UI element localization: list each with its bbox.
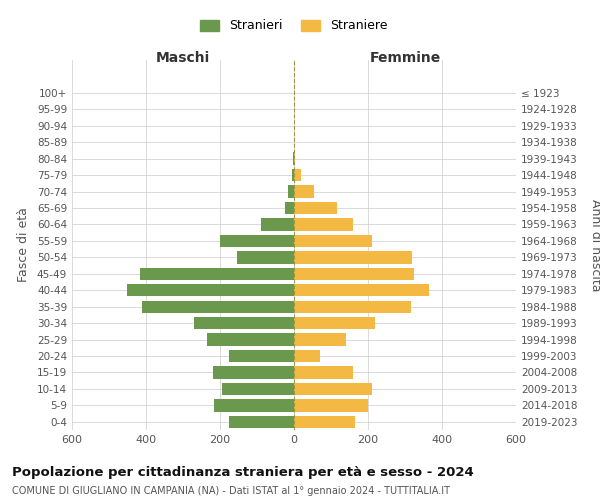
Bar <box>127 284 294 296</box>
Bar <box>207 334 294 345</box>
Bar <box>294 169 301 181</box>
Bar <box>260 218 294 230</box>
Text: COMUNE DI GIUGLIANO IN CAMPANIA (NA) - Dati ISTAT al 1° gennaio 2024 - TUTTITALI: COMUNE DI GIUGLIANO IN CAMPANIA (NA) - D… <box>12 486 450 496</box>
Bar <box>222 382 294 395</box>
Y-axis label: Fasce di età: Fasce di età <box>17 208 30 282</box>
Bar <box>214 399 294 411</box>
Bar <box>294 350 320 362</box>
Bar <box>294 300 410 313</box>
Bar <box>294 399 368 411</box>
Bar <box>236 251 294 264</box>
Bar <box>294 234 372 247</box>
Bar <box>212 366 294 378</box>
Bar <box>229 350 294 362</box>
Text: Maschi: Maschi <box>156 51 210 65</box>
Bar <box>294 251 412 264</box>
Bar <box>294 317 376 330</box>
Bar <box>220 234 294 247</box>
Bar <box>285 202 294 214</box>
Bar <box>293 152 294 165</box>
Bar <box>294 268 414 280</box>
Bar <box>294 366 353 378</box>
Legend: Stranieri, Straniere: Stranieri, Straniere <box>196 14 392 38</box>
Bar <box>294 416 355 428</box>
Bar <box>289 186 294 198</box>
Bar <box>294 202 337 214</box>
Bar <box>229 416 294 428</box>
Bar <box>294 186 314 198</box>
Bar <box>294 284 429 296</box>
Bar <box>142 300 294 313</box>
Bar <box>292 169 294 181</box>
Bar <box>294 334 346 345</box>
Y-axis label: Anni di nascita: Anni di nascita <box>589 198 600 291</box>
Bar <box>194 317 294 330</box>
Bar <box>294 382 372 395</box>
Bar <box>140 268 294 280</box>
Bar <box>294 218 353 230</box>
Text: Femmine: Femmine <box>370 51 440 65</box>
Bar <box>294 152 295 165</box>
Text: Popolazione per cittadinanza straniera per età e sesso - 2024: Popolazione per cittadinanza straniera p… <box>12 466 474 479</box>
